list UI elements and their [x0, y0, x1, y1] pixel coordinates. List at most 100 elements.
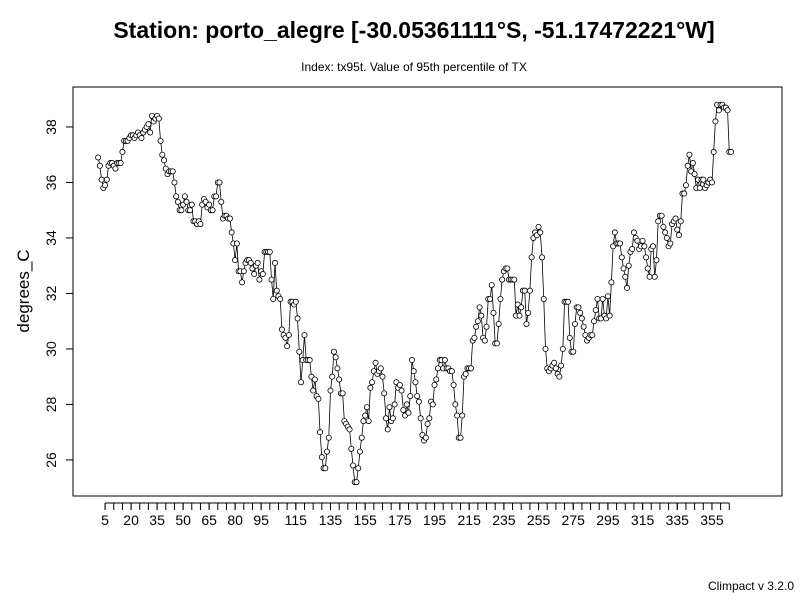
data-point	[634, 237, 641, 244]
x-tick-label: 155	[353, 512, 377, 528]
data-point	[611, 229, 618, 236]
data-point	[525, 309, 532, 316]
data-point	[363, 404, 370, 411]
data-point	[511, 276, 518, 283]
data-point	[481, 337, 488, 344]
data-point	[608, 279, 615, 286]
data-point	[422, 434, 429, 441]
data-point	[386, 404, 393, 411]
data-point	[604, 293, 611, 300]
data-point	[356, 448, 363, 455]
data-point	[145, 121, 152, 128]
data-point	[551, 359, 558, 366]
data-point	[663, 234, 670, 241]
data-point	[284, 343, 291, 350]
data-point	[188, 201, 195, 208]
data-point	[138, 135, 145, 142]
data-point	[233, 240, 240, 247]
data-point	[169, 168, 176, 175]
data-point	[240, 268, 247, 275]
data-point	[358, 434, 365, 441]
data-point	[298, 379, 305, 386]
data-point	[272, 259, 279, 266]
data-point	[674, 226, 681, 233]
data-point	[493, 340, 500, 347]
data-point	[334, 365, 341, 372]
data-point	[405, 409, 412, 416]
data-point	[398, 387, 405, 394]
data-point	[728, 148, 735, 155]
data-point	[355, 465, 362, 472]
data-point	[209, 207, 216, 214]
data-point	[171, 179, 178, 186]
data-point	[566, 334, 573, 341]
data-point	[157, 137, 164, 144]
data-point	[147, 129, 154, 136]
data-point	[330, 348, 337, 355]
data-point	[285, 332, 292, 339]
data-point	[273, 287, 280, 294]
data-point	[578, 315, 585, 322]
data-point	[712, 118, 719, 125]
x-tick-label: 80	[227, 512, 243, 528]
data-point	[391, 401, 398, 408]
data-point	[700, 176, 707, 183]
data-point	[259, 271, 266, 278]
data-point	[181, 193, 188, 200]
x-tick-label: 95	[253, 512, 269, 528]
data-point	[467, 365, 474, 372]
data-point	[552, 365, 559, 372]
x-tick-label: 355	[700, 512, 724, 528]
data-point	[558, 362, 565, 369]
data-point	[433, 376, 440, 383]
data-point	[686, 151, 693, 158]
data-point	[599, 295, 606, 302]
data-point	[119, 148, 126, 155]
data-point	[95, 154, 102, 161]
data-point	[294, 315, 301, 322]
data-point	[591, 318, 598, 325]
data-point	[623, 284, 630, 291]
x-tick-label: 275	[562, 512, 586, 528]
data-point	[488, 282, 495, 289]
data-point	[662, 229, 669, 236]
data-point	[497, 295, 504, 302]
x-tick-label: 50	[175, 512, 191, 528]
data-point	[539, 254, 546, 261]
data-point	[644, 265, 651, 272]
data-point	[684, 162, 691, 169]
data-point	[369, 379, 376, 386]
data-point	[346, 426, 353, 433]
data-point	[213, 193, 220, 200]
data-point	[161, 157, 168, 164]
data-point	[329, 373, 336, 380]
data-point	[277, 295, 284, 302]
data-point	[384, 426, 391, 433]
data-point	[571, 320, 578, 327]
data-point	[672, 215, 679, 222]
data-point	[98, 176, 105, 183]
data-point	[682, 182, 689, 189]
y-tick-label: 32	[43, 285, 59, 301]
data-point	[278, 326, 285, 333]
data-point	[504, 265, 511, 272]
data-point	[577, 309, 584, 316]
y-tick-label: 38	[43, 119, 59, 135]
data-point	[715, 107, 722, 114]
data-point	[528, 254, 535, 261]
y-tick-label: 34	[43, 230, 59, 246]
data-point	[592, 307, 599, 314]
data-point	[382, 415, 389, 422]
x-tick-label: 295	[596, 512, 620, 528]
data-point	[471, 334, 478, 341]
chart-subtitle: Index: tx95t. Value of 95th percentile o…	[301, 60, 527, 74]
y-tick-label: 26	[43, 452, 59, 468]
data-point	[476, 304, 483, 311]
data-point	[431, 382, 438, 389]
data-point	[103, 176, 110, 183]
x-tick-label: 195	[423, 512, 447, 528]
data-point	[322, 465, 329, 472]
data-point	[414, 393, 421, 400]
